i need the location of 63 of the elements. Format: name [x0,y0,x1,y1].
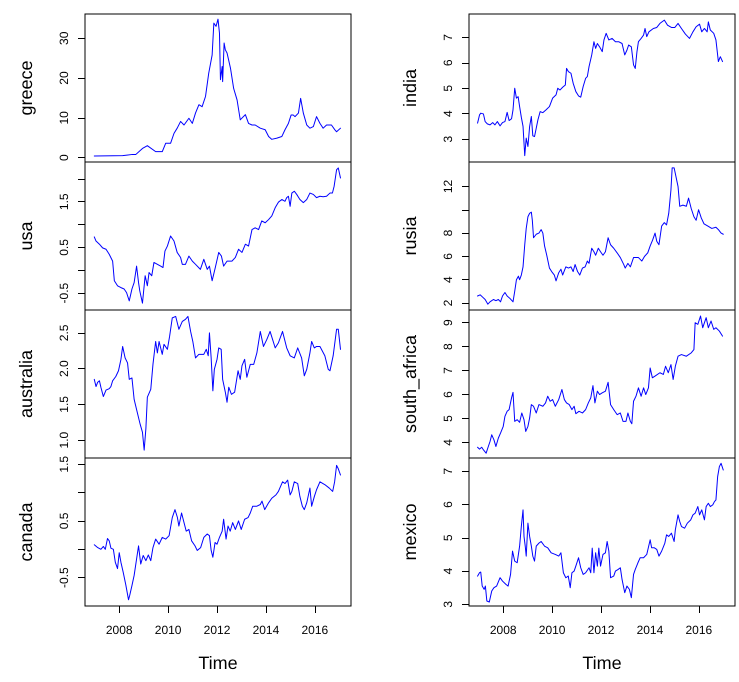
y-tick-label: 0.5 [57,238,71,256]
x-tick-label: 2016 [685,623,712,637]
y-axis-title: mexico [400,503,420,561]
line-series [477,462,724,603]
y-tick-label: 7 [441,34,455,41]
line-series [477,167,724,305]
y-tick-label: 4 [441,438,455,446]
x-tick-label: 2014 [252,623,280,637]
y-tick-label: 6 [441,500,455,508]
y-tick-label: 4 [441,276,455,284]
y-tick-label: 1.5 [57,396,71,413]
y-tick-label: 5 [441,414,455,422]
line-series [94,18,341,157]
y-tick-label: 5 [441,534,455,542]
x-tick-label: 2010 [538,623,566,637]
y-tick-label: 7 [441,468,455,475]
y-tick-label: -0.5 [57,282,71,304]
y-tick-label: 4 [441,567,455,574]
y-tick-label: -0.5 [57,566,71,588]
y-axis-title: australia [16,349,36,418]
y-tick-label: 3 [441,135,455,142]
y-tick-label: 12 [441,179,455,194]
y-tick-label: 6 [441,252,455,260]
y-tick-label: 0.5 [57,512,71,530]
y-tick-label: 0 [57,154,71,161]
x-tick-label: 2008 [106,623,133,637]
y-tick-label: 3 [441,600,455,608]
y-tick-label: 2.0 [57,360,71,377]
y-tick-label: 9 [441,319,455,326]
y-tick-label: 5 [441,84,455,92]
line-series [94,464,341,600]
y-tick-label: 2.5 [57,324,71,342]
y-tick-label: 10 [57,110,71,125]
y-tick-label: 1.5 [57,456,71,473]
x-tick-label: 2010 [154,623,182,637]
y-axis-title: canada [16,501,36,562]
y-axis-title: south_africa [400,334,420,434]
x-tick-label: 2012 [204,623,231,637]
y-tick-label: 4 [441,110,455,118]
x-axis-title: Time [582,653,622,673]
y-tick-label: 1.5 [57,193,71,210]
x-axis-title: Time [198,653,238,673]
y-tick-label: 6 [441,390,455,398]
y-tick-label: 30 [57,31,71,45]
x-tick-label: 2008 [490,623,517,637]
y-axis-title: greece [16,60,36,116]
y-tick-label: 7 [441,366,455,374]
x-tick-label: 2014 [636,623,664,637]
x-tick-label: 2016 [301,623,328,637]
y-axis-title: usa [16,220,36,251]
y-tick-label: 8 [441,342,455,350]
x-tick-label: 2012 [588,623,615,637]
y-tick-label: 20 [57,71,71,85]
line-series [477,315,724,454]
y-tick-label: 1.0 [57,431,71,448]
line-series [477,20,724,156]
y-axis-title: rusia [400,216,420,256]
y-axis-title: india [400,68,420,108]
y-tick-label: 2 [441,299,455,306]
line-series [94,316,341,451]
y-tick-label: 8 [441,229,455,236]
line-series [94,167,341,304]
y-tick-label: 6 [441,59,455,66]
